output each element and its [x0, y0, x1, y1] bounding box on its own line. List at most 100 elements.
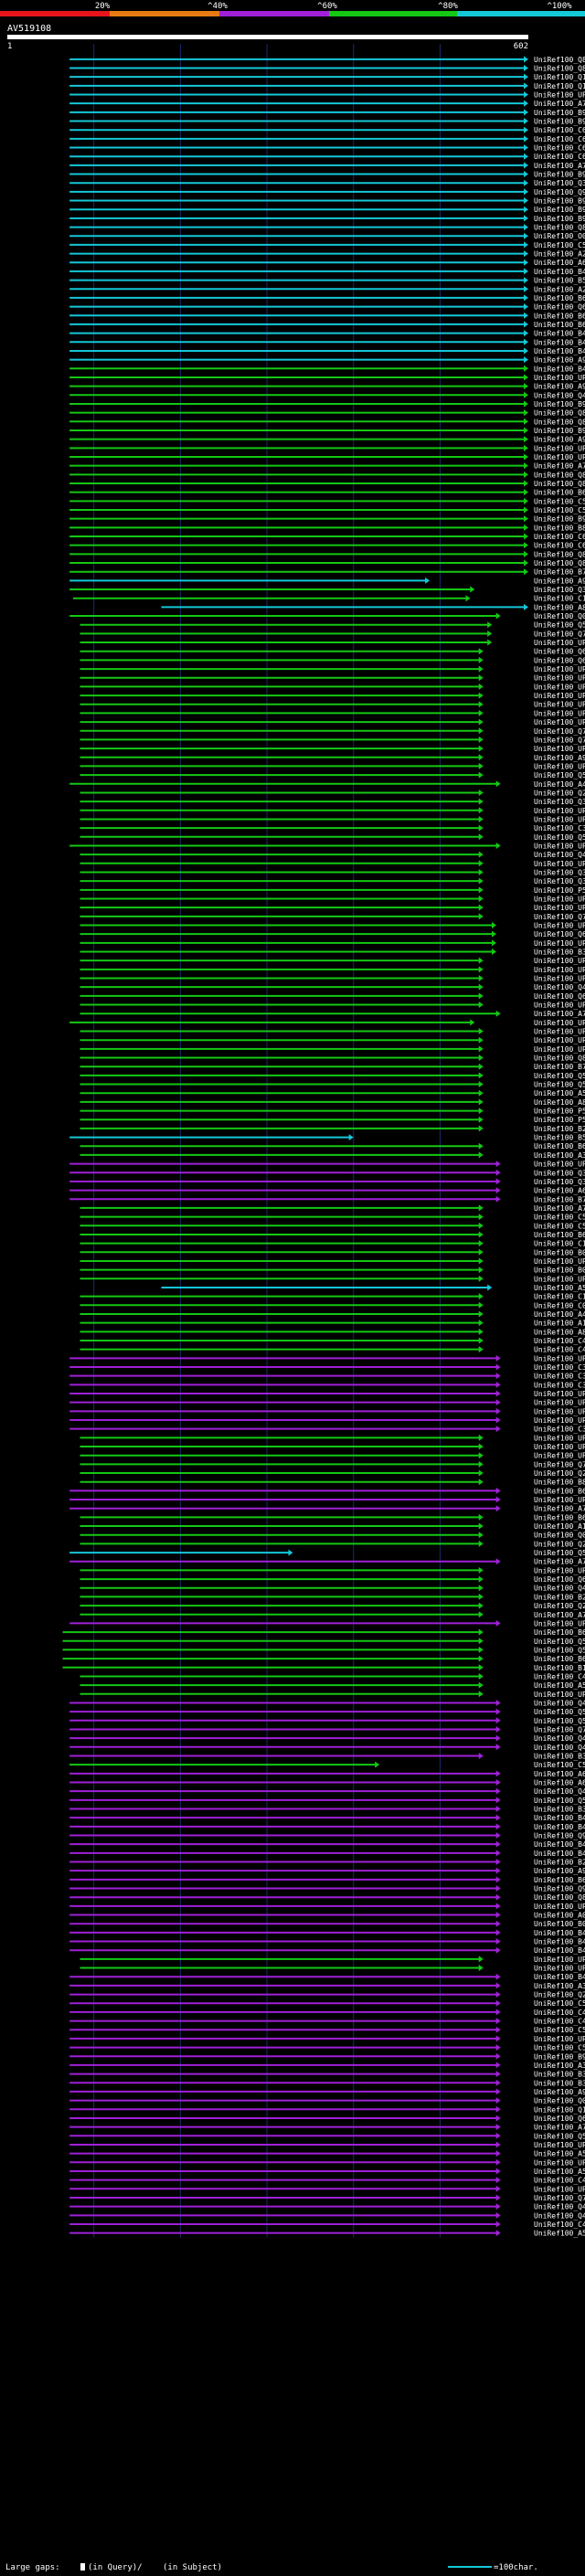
hit-label[interactable]: UniRef100_A7TQU7	[534, 1505, 585, 1513]
hit-label[interactable]: UniRef100_A6NUB0	[534, 259, 585, 267]
hit-label[interactable]: UniRef100_UP1000...	[534, 807, 585, 815]
hit-label[interactable]: UniRef100_UP1000...	[534, 745, 585, 753]
hit-label[interactable]: UniRef100_C5DE59	[534, 1214, 585, 1222]
hit-label[interactable]: UniRef100_A8K1J3	[534, 1098, 585, 1107]
hit-label[interactable]: UniRef100_B5X4K8	[534, 1134, 585, 1142]
hit-label[interactable]: UniRef100_C1GS70	[534, 1293, 585, 1301]
hit-label[interactable]: UniRef100_A3LRM3	[534, 1982, 585, 1990]
hit-label[interactable]: UniRef100_O03990	[534, 232, 585, 240]
hit-label[interactable]: UniRef100_Q7LZR8	[534, 913, 585, 921]
hit-label[interactable]: UniRef100_B8NS18	[534, 1479, 585, 1487]
hit-label[interactable]: UniRef100_P54725	[534, 1116, 585, 1124]
hit-label[interactable]: UniRef100_B3RS70	[534, 2079, 585, 2087]
hit-label[interactable]: UniRef100_B7Q760	[534, 1195, 585, 1203]
hit-label[interactable]: UniRef100_Q4U164	[534, 1744, 585, 1752]
hit-label[interactable]: UniRef100_UP1000...	[534, 815, 585, 823]
hit-label[interactable]: UniRef100_A7T5H9	[534, 2124, 585, 2132]
hit-label[interactable]: UniRef100_UP1000...	[534, 692, 585, 700]
hit-label[interactable]: UniRef100_A9ZJC75	[534, 1867, 585, 1875]
hit-label[interactable]: UniRef100_A7A8T9	[534, 1611, 585, 1619]
hit-label[interactable]: UniRef100_UP1000...	[534, 842, 585, 850]
hit-label[interactable]: UniRef100_A2Y9G1	[534, 285, 585, 293]
hit-label[interactable]: UniRef100_Q32PS7	[534, 1169, 585, 1177]
hit-label[interactable]: UniRef100_A5AGB5	[534, 1284, 585, 1292]
hit-label[interactable]: UniRef100_UP1000...	[534, 1390, 585, 1398]
hit-label[interactable]: UniRef100_A4RK10	[534, 1310, 585, 1319]
hit-label[interactable]: UniRef100_Q1KUV7	[534, 82, 585, 90]
hit-label[interactable]: UniRef100_Q6EIC6	[534, 2115, 585, 2123]
hit-label[interactable]: UniRef100_Q5CUV4	[534, 1638, 585, 1646]
hit-label[interactable]: UniRef100_B4LJU9	[534, 1929, 585, 1937]
hit-label[interactable]: UniRef100_B4HVB5	[534, 1823, 585, 1831]
hit-label[interactable]: UniRef100_A7PJT2	[534, 100, 585, 108]
hit-label[interactable]: UniRef100_B4FB10	[534, 338, 585, 346]
hit-label[interactable]: UniRef100_Q5KFE2	[534, 2132, 585, 2140]
hit-label[interactable]: UniRef100_Q2UTN9	[534, 1469, 585, 1478]
hit-label[interactable]: UniRef100_B7ZNQ1	[534, 1063, 585, 1071]
hit-label[interactable]: UniRef100_UP1000...	[534, 762, 585, 770]
hit-label[interactable]: UniRef100_B9N816	[534, 215, 585, 223]
hit-label[interactable]: UniRef100_A3GHU7	[534, 2062, 585, 2070]
hit-label[interactable]: UniRef100_Q5U8Q8	[534, 1081, 585, 1089]
hit-label[interactable]: UniRef100_Q7RYV4	[534, 1725, 585, 1733]
hit-label[interactable]: UniRef100_A7RBS3	[534, 1558, 585, 1566]
hit-label[interactable]: UniRef100_A9TQ97	[534, 356, 585, 365]
hit-label[interactable]: UniRef100_B6JMH8	[534, 1142, 585, 1150]
hit-label[interactable]: UniRef100_C4Q8T0	[534, 1346, 585, 1354]
hit-label[interactable]: UniRef100_Q9STH6	[534, 188, 585, 196]
hit-label[interactable]: UniRef100_UP1000...	[534, 1036, 585, 1044]
hit-label[interactable]: UniRef100_A7PVH4	[534, 462, 585, 471]
hit-label[interactable]: UniRef100_B0VBH8	[534, 1920, 585, 1928]
hit-label[interactable]: UniRef100_B6VDB9	[534, 1876, 585, 1884]
hit-label[interactable]: UniRef100_UP1000...	[534, 904, 585, 912]
hit-label[interactable]: UniRef100_A6UX29	[534, 1770, 585, 1778]
hit-label[interactable]: UniRef100_UP1000...	[534, 2158, 585, 2167]
hit-label[interactable]: UniRef100_B2W287	[534, 1125, 585, 1133]
hit-label[interactable]: UniRef100_UP1000...	[534, 1257, 585, 1266]
hit-label[interactable]: UniRef100_C4YJE0	[534, 2009, 585, 2017]
hit-label[interactable]: UniRef100_UP1000...	[534, 1566, 585, 1574]
hit-label[interactable]: UniRef100_UP1000...	[534, 701, 585, 709]
hit-label[interactable]: UniRef100_UP1000...	[534, 2035, 585, 2043]
hit-label[interactable]: UniRef100_C5DD55	[534, 2026, 585, 2034]
hit-label[interactable]: UniRef100_B3N237	[534, 1752, 585, 1760]
hit-label[interactable]: UniRef100_B9GLP5	[534, 427, 585, 435]
hit-label[interactable]: UniRef100_B6QQC3	[534, 1231, 585, 1239]
hit-label[interactable]: UniRef100_C3PTL1	[534, 1426, 585, 1434]
hit-label[interactable]: UniRef100_C4J7F1	[534, 2221, 585, 2229]
hit-label[interactable]: UniRef100_UP1000...	[534, 674, 585, 683]
hit-label[interactable]: UniRef100_UP1000...	[534, 665, 585, 673]
hit-label[interactable]: UniRef100_A9S9E7	[534, 383, 585, 391]
hit-label[interactable]: UniRef100_B9N225	[534, 171, 585, 179]
hit-label[interactable]: UniRef100_Q9V3W0	[534, 1885, 585, 1893]
hit-label[interactable]: UniRef100_A8M876	[534, 603, 585, 611]
hit-label[interactable]: UniRef100_A2YBG0	[534, 250, 585, 259]
hit-label[interactable]: UniRef100_UP1000...	[534, 639, 585, 647]
hit-label[interactable]: UniRef100_Q5KN72	[534, 1717, 585, 1725]
hit-label[interactable]: UniRef100_Q17JC6	[534, 2105, 585, 2114]
hit-label[interactable]: UniRef100_Q8CAP3	[534, 1055, 585, 1063]
hit-label[interactable]: UniRef100_Q6NVC3	[534, 992, 585, 1001]
hit-label[interactable]: UniRef100_UP1000...	[534, 709, 585, 717]
hit-label[interactable]: UniRef100_C3YC14	[534, 824, 585, 832]
hit-label[interactable]: UniRef100_Q58R25	[534, 771, 585, 779]
hit-label[interactable]: UniRef100_Q01J58	[534, 2097, 585, 2105]
hit-label[interactable]: UniRef100_Q4REK9	[534, 1734, 585, 1743]
hit-label[interactable]: UniRef100_C1H213	[534, 1240, 585, 1248]
hit-label[interactable]: UniRef100_Q84L34-2	[534, 550, 585, 558]
hit-label[interactable]: UniRef100_UP1000...	[534, 860, 585, 868]
hit-label[interactable]: UniRef100_Q54LV1	[534, 1797, 585, 1805]
hit-label[interactable]: UniRef100_C6TNE5	[534, 533, 585, 541]
hit-label[interactable]: UniRef100_UP1000...	[534, 444, 585, 452]
hit-label[interactable]: UniRef100_Q84L31	[534, 65, 585, 73]
hit-label[interactable]: UniRef100_B6TKL2	[534, 321, 585, 329]
hit-label[interactable]: UniRef100_Q3L0N2	[534, 1178, 585, 1186]
hit-label[interactable]: UniRef100_A7SRL4	[534, 1010, 585, 1018]
hit-label[interactable]: UniRef100_Q00ZY3	[534, 612, 585, 620]
hit-label[interactable]: UniRef100_B4FW00	[534, 1814, 585, 1822]
hit-label[interactable]: UniRef100_A1CZG5	[534, 1320, 585, 1328]
hit-label[interactable]: UniRef100_UP1000...	[534, 1002, 585, 1010]
hit-label[interactable]: UniRef100_B4FBF0	[534, 347, 585, 355]
hit-label[interactable]: UniRef100_Q4X7E9	[534, 1585, 585, 1593]
hit-label[interactable]: UniRef100_B9N5R1	[534, 515, 585, 524]
